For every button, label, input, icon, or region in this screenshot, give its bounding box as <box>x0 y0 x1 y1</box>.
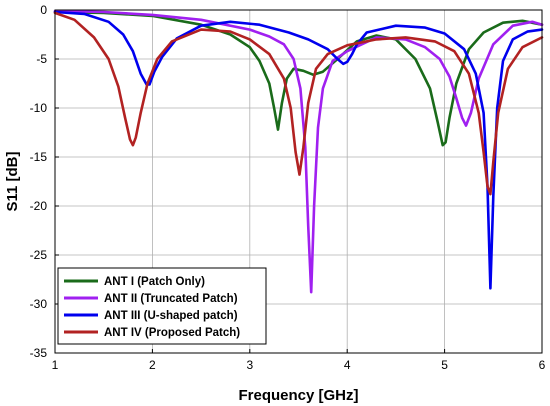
series-line-1 <box>53 9 544 294</box>
x-tick-label-4: 5 <box>441 358 448 372</box>
x-tick-label-5: 6 <box>539 358 546 372</box>
y-tick-label-4: -20 <box>30 199 48 213</box>
y-tick-label-6: -30 <box>30 297 48 311</box>
series-layer <box>53 9 544 294</box>
y-axis-title: S11 [dB] <box>4 151 21 211</box>
x-tick-label-3: 4 <box>344 358 351 372</box>
x-tick-label-1: 2 <box>149 358 156 372</box>
x-tick-label-2: 3 <box>246 358 253 372</box>
legend-label-3: ANT IV (Proposed Patch) <box>104 327 240 339</box>
y-tick-label-3: -15 <box>30 150 48 164</box>
y-tick-label-7: -35 <box>30 346 48 360</box>
x-tick-label-0: 1 <box>52 358 59 372</box>
y-tick-label-1: -5 <box>36 52 47 66</box>
tick-layer: 1 2 3 4 5 6 0 -5 -10 -15 -20 -25 -30 -35 <box>30 3 546 372</box>
legend: ANT I (Patch Only) ANT II (Truncated Patc… <box>57 267 267 345</box>
legend-label-1: ANT II (Truncated Patch) <box>104 293 238 305</box>
x-axis-title: Frequency [GHz] <box>238 387 358 404</box>
y-tick-label-5: -25 <box>30 248 48 262</box>
y-tick-label-2: -10 <box>30 101 48 115</box>
plot-frame <box>54 9 543 354</box>
legend-label-2: ANT III (U-shaped patch) <box>104 310 238 322</box>
series-line-3 <box>53 11 544 196</box>
y-tick-label-0: 0 <box>40 3 47 17</box>
legend-label-0: ANT I (Patch Only) <box>104 276 205 288</box>
series-line-2 <box>53 10 544 290</box>
